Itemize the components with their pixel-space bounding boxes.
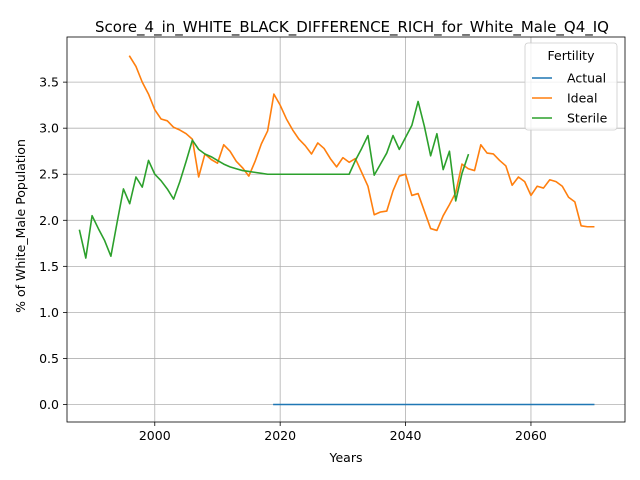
legend-label-sterile: Sterile — [567, 111, 608, 126]
chart-title: Score_4_in_WHITE_BLACK_DIFFERENCE_RICH_f… — [95, 18, 609, 37]
x-tick-label: 2060 — [515, 428, 547, 443]
x-tick-label: 2040 — [390, 428, 422, 443]
y-tick-label: 3.5 — [39, 75, 59, 90]
x-axis-label: Years — [329, 450, 363, 465]
series-line-sterile — [78, 100, 470, 259]
legend-items: Actual Ideal Sterile — [532, 71, 608, 126]
y-tick-label: 1.0 — [39, 305, 59, 320]
legend-label-ideal: Ideal — [567, 91, 597, 106]
plot-frame — [66, 36, 626, 423]
y-axis-label: % of White_Male Population — [13, 139, 28, 313]
y-tick-label: 3.0 — [39, 121, 59, 136]
legend-title: Fertility — [548, 48, 596, 63]
y-tick-label: 2.5 — [39, 167, 59, 182]
ticks: 2000 2020 2040 2060 0.0 0.5 1.0 1.5 2.0 2.5 3.0 3.5 — [39, 75, 547, 443]
y-tick-label: 1.5 — [39, 259, 59, 274]
y-tick-label: 0.5 — [39, 351, 59, 366]
legend-label-actual: Actual — [567, 71, 606, 86]
series-lines — [78, 55, 595, 406]
legend-box — [524, 42, 618, 131]
series-line-ideal — [128, 55, 595, 232]
legend: Fertility Actual Ideal Sterile — [524, 42, 618, 131]
x-tick-label: 2020 — [264, 428, 296, 443]
y-tick-label: 0.0 — [39, 397, 59, 412]
x-tick-label: 2000 — [139, 428, 171, 443]
y-tick-label: 2.0 — [39, 213, 59, 228]
